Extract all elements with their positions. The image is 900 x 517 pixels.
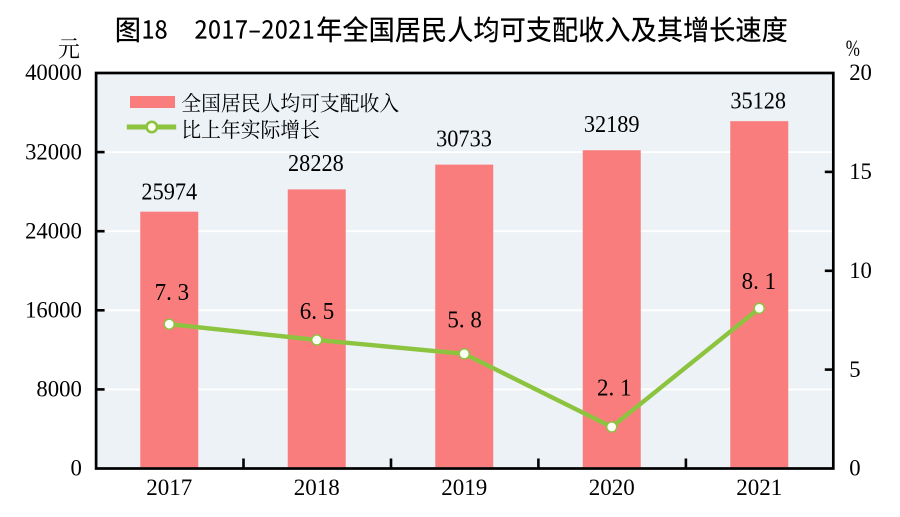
svg-text:40000: 40000 [25,60,82,85]
svg-text:2017: 2017 [146,475,192,500]
svg-text:5. 8: 5. 8 [447,307,482,334]
svg-text:8. 1: 8. 1 [742,268,777,295]
svg-text:2021: 2021 [736,475,782,500]
svg-text:2018: 2018 [294,475,340,500]
svg-text:2. 1: 2. 1 [597,375,632,402]
svg-text:16000: 16000 [25,298,82,323]
svg-text:32000: 32000 [25,139,82,164]
svg-text:15: 15 [849,159,872,184]
svg-text:20: 20 [849,60,872,85]
svg-text:5: 5 [849,357,860,382]
svg-text:6. 5: 6. 5 [300,299,335,326]
svg-text:%: % [846,37,860,62]
svg-text:0: 0 [70,456,81,481]
svg-text:10: 10 [849,258,872,283]
svg-text:30733: 30733 [436,125,492,152]
svg-text:35128: 35128 [730,88,786,115]
svg-text:28228: 28228 [288,150,344,177]
svg-text:32189: 32189 [584,111,640,138]
svg-text:7. 3: 7. 3 [155,280,190,307]
svg-text:25974: 25974 [141,179,197,206]
svg-text:0: 0 [849,456,860,481]
svg-text:2020: 2020 [589,475,635,500]
svg-text:2019: 2019 [441,475,487,500]
svg-text:8000: 8000 [36,377,81,402]
svg-text:24000: 24000 [25,218,82,243]
